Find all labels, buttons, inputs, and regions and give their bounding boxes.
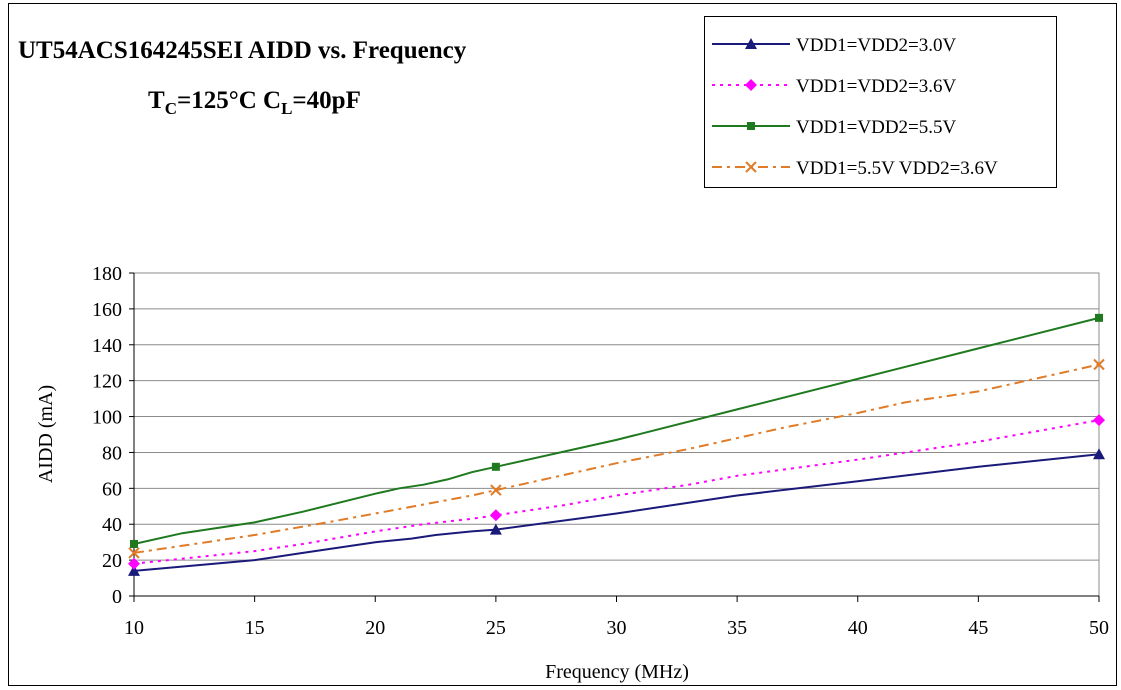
y-tick-label-60: 60 [102, 478, 122, 500]
y-tick-label-80: 80 [102, 442, 122, 464]
legend-marker-2 [745, 79, 757, 91]
series-1-point-x25 [489, 523, 502, 535]
legend-marker-1 [745, 38, 757, 49]
series-4-point-x25-stroke-b [490, 484, 502, 496]
x-tick-label-20: 20 [365, 617, 385, 639]
series-2 [128, 414, 1105, 570]
series-3-line [133, 316, 1100, 545]
x-tick-label-35: 35 [727, 617, 747, 639]
axes: 0 20 40 60 80 100 120 140 160 180 10 15 20 25 30 35 40 45… [92, 263, 1109, 639]
x-tick-label-45: 45 [968, 617, 988, 639]
series-1-point-x10 [128, 564, 140, 576]
series-4-point-x50-stroke-b [1093, 358, 1105, 371]
series-4-point-x10-stroke-b [128, 547, 140, 559]
y-tick-label-120: 120 [92, 371, 122, 393]
x-tick-label-10: 10 [124, 617, 144, 639]
y-tick-label-160: 160 [92, 299, 122, 321]
series-1-point-x50 [1093, 448, 1105, 460]
legend: VDD1=VDD2=3.0V VDD1=VDD2=3.6V VDD1=VDD2=5.… [704, 16, 1057, 188]
legend-label-4: VDD1=5.5V VDD2=3.6V [796, 158, 998, 179]
series-layer [128, 313, 1105, 576]
y-axis-label: AIDD (mA) [35, 385, 57, 483]
series-3 [130, 313, 1103, 548]
series-2-line [133, 419, 1100, 565]
x-tick-label-40: 40 [848, 617, 868, 639]
series-4-point-x10 [128, 547, 140, 559]
y-tick-label-0: 0 [112, 586, 122, 608]
series-4-point-x25 [490, 484, 502, 496]
subtitle-tc-main: T [148, 87, 165, 114]
legend-marker-4-stroke-b [745, 161, 757, 173]
legend-label-3: VDD1=VDD2=5.5V [796, 117, 957, 138]
series-1-line [133, 453, 1100, 572]
subtitle-cl-value: =40pF [292, 87, 360, 114]
y-tick-label-100: 100 [92, 407, 122, 429]
chart-subtitle: TC=125°C CL=40pF [148, 87, 361, 118]
series-3-point-x10 [130, 539, 138, 548]
x-tick-label-15: 15 [245, 617, 265, 639]
series-4-point-x50 [1093, 358, 1105, 371]
series-3-point-x25 [491, 462, 500, 471]
x-axis-label: Frequency (MHz) [545, 661, 689, 683]
series-3-point-x50 [1095, 313, 1103, 322]
y-tick-label-40: 40 [102, 514, 122, 536]
x-tick-label-25: 25 [486, 617, 506, 639]
legend-marker-3 [747, 122, 755, 130]
chart-title: UT54ACS164245SEI AIDD vs. Frequency [18, 37, 467, 64]
series-4 [128, 358, 1105, 559]
series-2-point-x50 [1093, 414, 1105, 427]
series-2-point-x25 [489, 509, 502, 522]
subtitle-tc-sub: C [165, 99, 177, 118]
y-tick-label-20: 20 [102, 550, 122, 572]
legend-marker-4 [745, 161, 757, 173]
y-tick-label-140: 140 [92, 335, 122, 357]
x-tick-label-30: 30 [607, 617, 627, 639]
series-1 [128, 448, 1105, 576]
series-2-point-x10 [128, 557, 140, 570]
subtitle-cl-sub: L [281, 99, 292, 118]
subtitle-tc-value: =125°C C [177, 87, 281, 114]
y-tick-label-180: 180 [92, 263, 122, 285]
legend-label-1: VDD1=VDD2=3.0V [796, 35, 957, 56]
x-tick-label-50: 50 [1089, 617, 1109, 639]
series-4-line [133, 363, 1100, 554]
legend-label-2: VDD1=VDD2=3.6V [796, 76, 957, 97]
